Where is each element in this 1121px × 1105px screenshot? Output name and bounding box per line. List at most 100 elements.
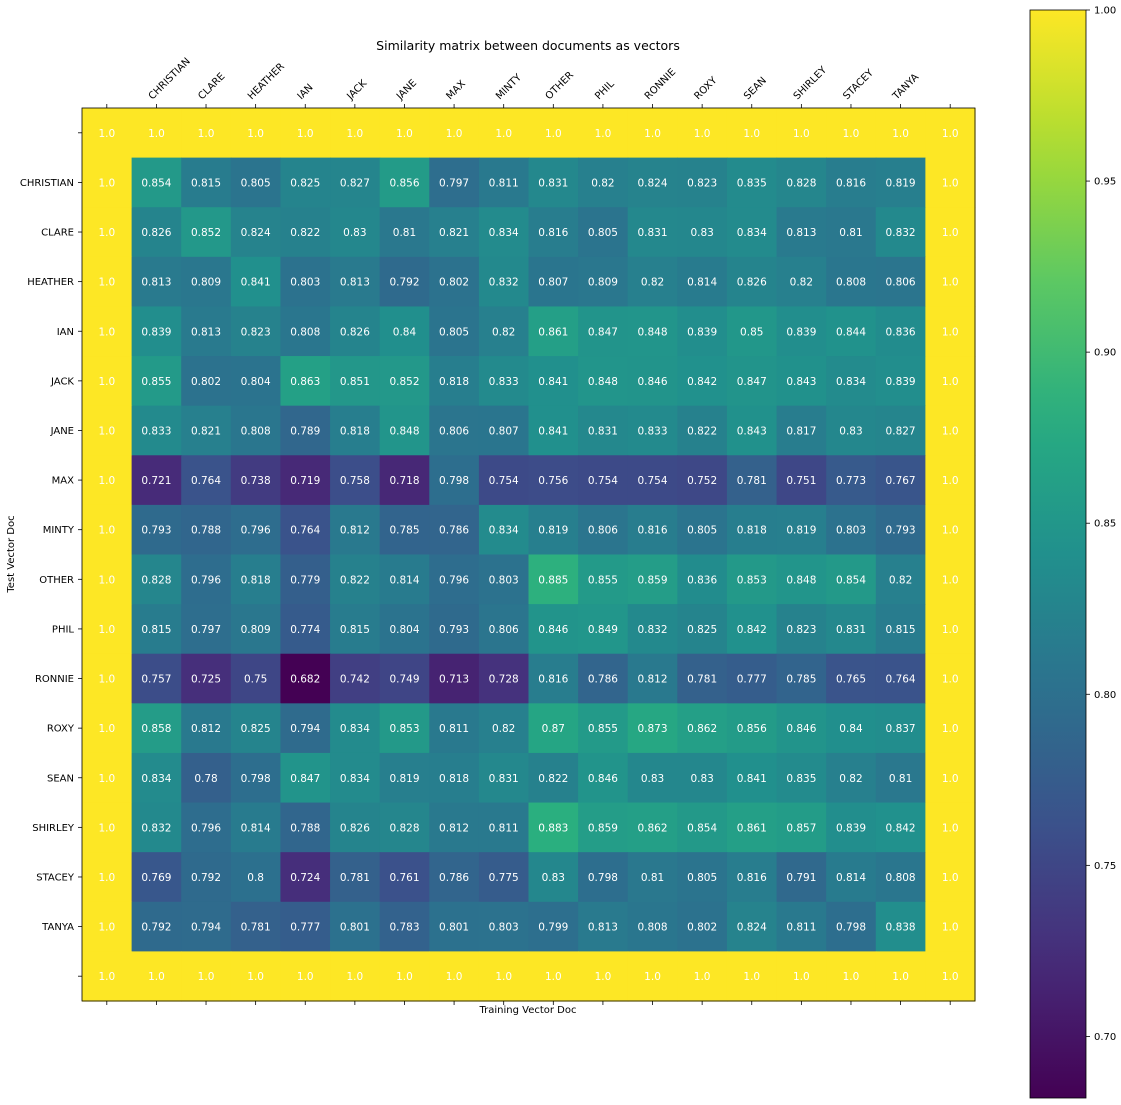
heatmap-cell (776, 653, 827, 704)
cell-value-label: 0.805 (687, 525, 717, 537)
cell-value-label: 0.783 (389, 922, 419, 934)
heatmap-cell (429, 207, 480, 258)
cell-value-label: 1.0 (98, 574, 115, 586)
heatmap-cell (230, 703, 282, 754)
cell-value-label: 0.765 (836, 674, 866, 686)
heatmap-cell (875, 455, 926, 506)
cell-value-label: 0.797 (191, 624, 221, 636)
cell-value-label: 0.834 (836, 376, 866, 388)
heatmap-cell (230, 157, 282, 208)
heatmap-cell (627, 455, 678, 506)
cell-value-label: 0.802 (687, 922, 717, 934)
heatmap-cell (330, 653, 381, 704)
cell-value-label: 1.0 (942, 277, 959, 289)
cell-value-label: 0.831 (489, 773, 519, 785)
x-tick-label: CHRISTIAN (147, 56, 193, 102)
cell-value-label: 0.798 (439, 475, 469, 487)
colorbar: 0.70 0.75 0.80 0.85 0.90 0.95 1.00 (1029, 6, 1116, 1099)
cell-value-label: 1.0 (98, 674, 115, 686)
heatmap-cell (280, 207, 331, 258)
heatmap-cell (280, 802, 331, 853)
cell-value-label: 1.0 (843, 971, 860, 983)
cell-value-label: 0.775 (489, 872, 519, 884)
cell-value-label: 0.83 (690, 227, 713, 239)
cell-value-label: 0.837 (886, 723, 916, 735)
heatmap-cell (875, 405, 926, 456)
cell-value-label: 0.792 (191, 872, 221, 884)
cell-value-label: 1.0 (148, 971, 165, 983)
heatmap-cell (181, 207, 232, 258)
cell-value-label: 0.818 (340, 425, 370, 437)
y-tick-label: SHIRLEY (32, 823, 75, 834)
heatmap-cell (429, 554, 480, 605)
cell-value-label: 1.0 (347, 971, 364, 983)
heatmap-cell (379, 604, 430, 655)
heatmap-cell (925, 604, 976, 655)
cell-value-label: 0.84 (839, 723, 863, 735)
heatmap-cell (330, 901, 381, 952)
cell-value-label: 0.781 (737, 475, 767, 487)
y-tick-label: MAX (52, 476, 74, 487)
cell-value-label: 0.815 (191, 177, 221, 189)
cell-value-label: 0.793 (886, 525, 916, 537)
heatmap-cell (578, 207, 629, 258)
cell-value-label: 0.827 (340, 177, 370, 189)
heatmap-cell (925, 157, 976, 208)
y-tick-label: CHRISTIAN (20, 178, 74, 189)
cell-value-label: 1.0 (247, 971, 264, 983)
cell-value-label: 1.0 (98, 773, 115, 785)
heatmap-cell (131, 455, 182, 506)
heatmap-cell (677, 852, 728, 903)
heatmap-cell (181, 306, 232, 357)
heatmap-cell (826, 356, 877, 407)
heatmap-cell (776, 157, 827, 208)
cell-value-label: 0.831 (588, 425, 618, 437)
cell-value-label: 1.0 (942, 227, 959, 239)
heatmap-cell (379, 256, 430, 308)
heatmap-cell (875, 306, 926, 357)
heatmap-cell (528, 604, 579, 655)
heatmap-cell (528, 951, 579, 1002)
cell-value-label: 0.847 (588, 326, 618, 338)
cell-value-label: 0.808 (290, 326, 320, 338)
heatmap-cell (875, 951, 926, 1002)
cell-value-label: 0.811 (489, 822, 519, 834)
cell-value-label: 0.801 (340, 922, 370, 934)
heatmap-cell (181, 108, 232, 159)
heatmap-cell (528, 752, 579, 804)
heatmap-cell (627, 504, 678, 556)
heatmap-cell (429, 108, 480, 159)
cell-value-label: 0.796 (439, 574, 469, 586)
heatmap-cell (181, 653, 232, 704)
cell-value-label: 0.792 (141, 922, 171, 934)
cell-value-label: 0.84 (393, 326, 417, 338)
heatmap-cell (528, 157, 579, 208)
cell-value-label: 1.0 (98, 425, 115, 437)
heatmap-cell (230, 604, 282, 655)
heatmap-cell (528, 703, 579, 754)
cell-value-label: 0.788 (191, 525, 221, 537)
heatmap-cell (131, 108, 182, 159)
heatmap-cell (726, 356, 778, 407)
cell-value-label: 1.0 (644, 971, 661, 983)
heatmap-cell (875, 802, 926, 853)
heatmap-cell (528, 108, 579, 159)
heatmap-cell (429, 852, 480, 903)
heatmap-cell (280, 405, 331, 456)
heatmap-cell (280, 604, 331, 655)
x-tick-label: CLARE (196, 71, 227, 102)
cell-value-label: 0.828 (786, 177, 816, 189)
heatmap-cell (776, 207, 827, 258)
heatmap-cell (826, 951, 877, 1002)
heatmap-cell (726, 653, 778, 704)
heatmap-cell (230, 554, 282, 605)
heatmap-cell (677, 504, 728, 556)
heatmap-cell (875, 356, 926, 407)
cell-value-label: 0.848 (637, 326, 667, 338)
heatmap-cell (776, 604, 827, 655)
cell-value-label: 0.802 (439, 277, 469, 289)
heatmap-cell (627, 703, 678, 754)
heatmap-cell (478, 504, 530, 556)
cell-value-label: 0.83 (641, 773, 664, 785)
heatmap-cell (478, 256, 530, 308)
